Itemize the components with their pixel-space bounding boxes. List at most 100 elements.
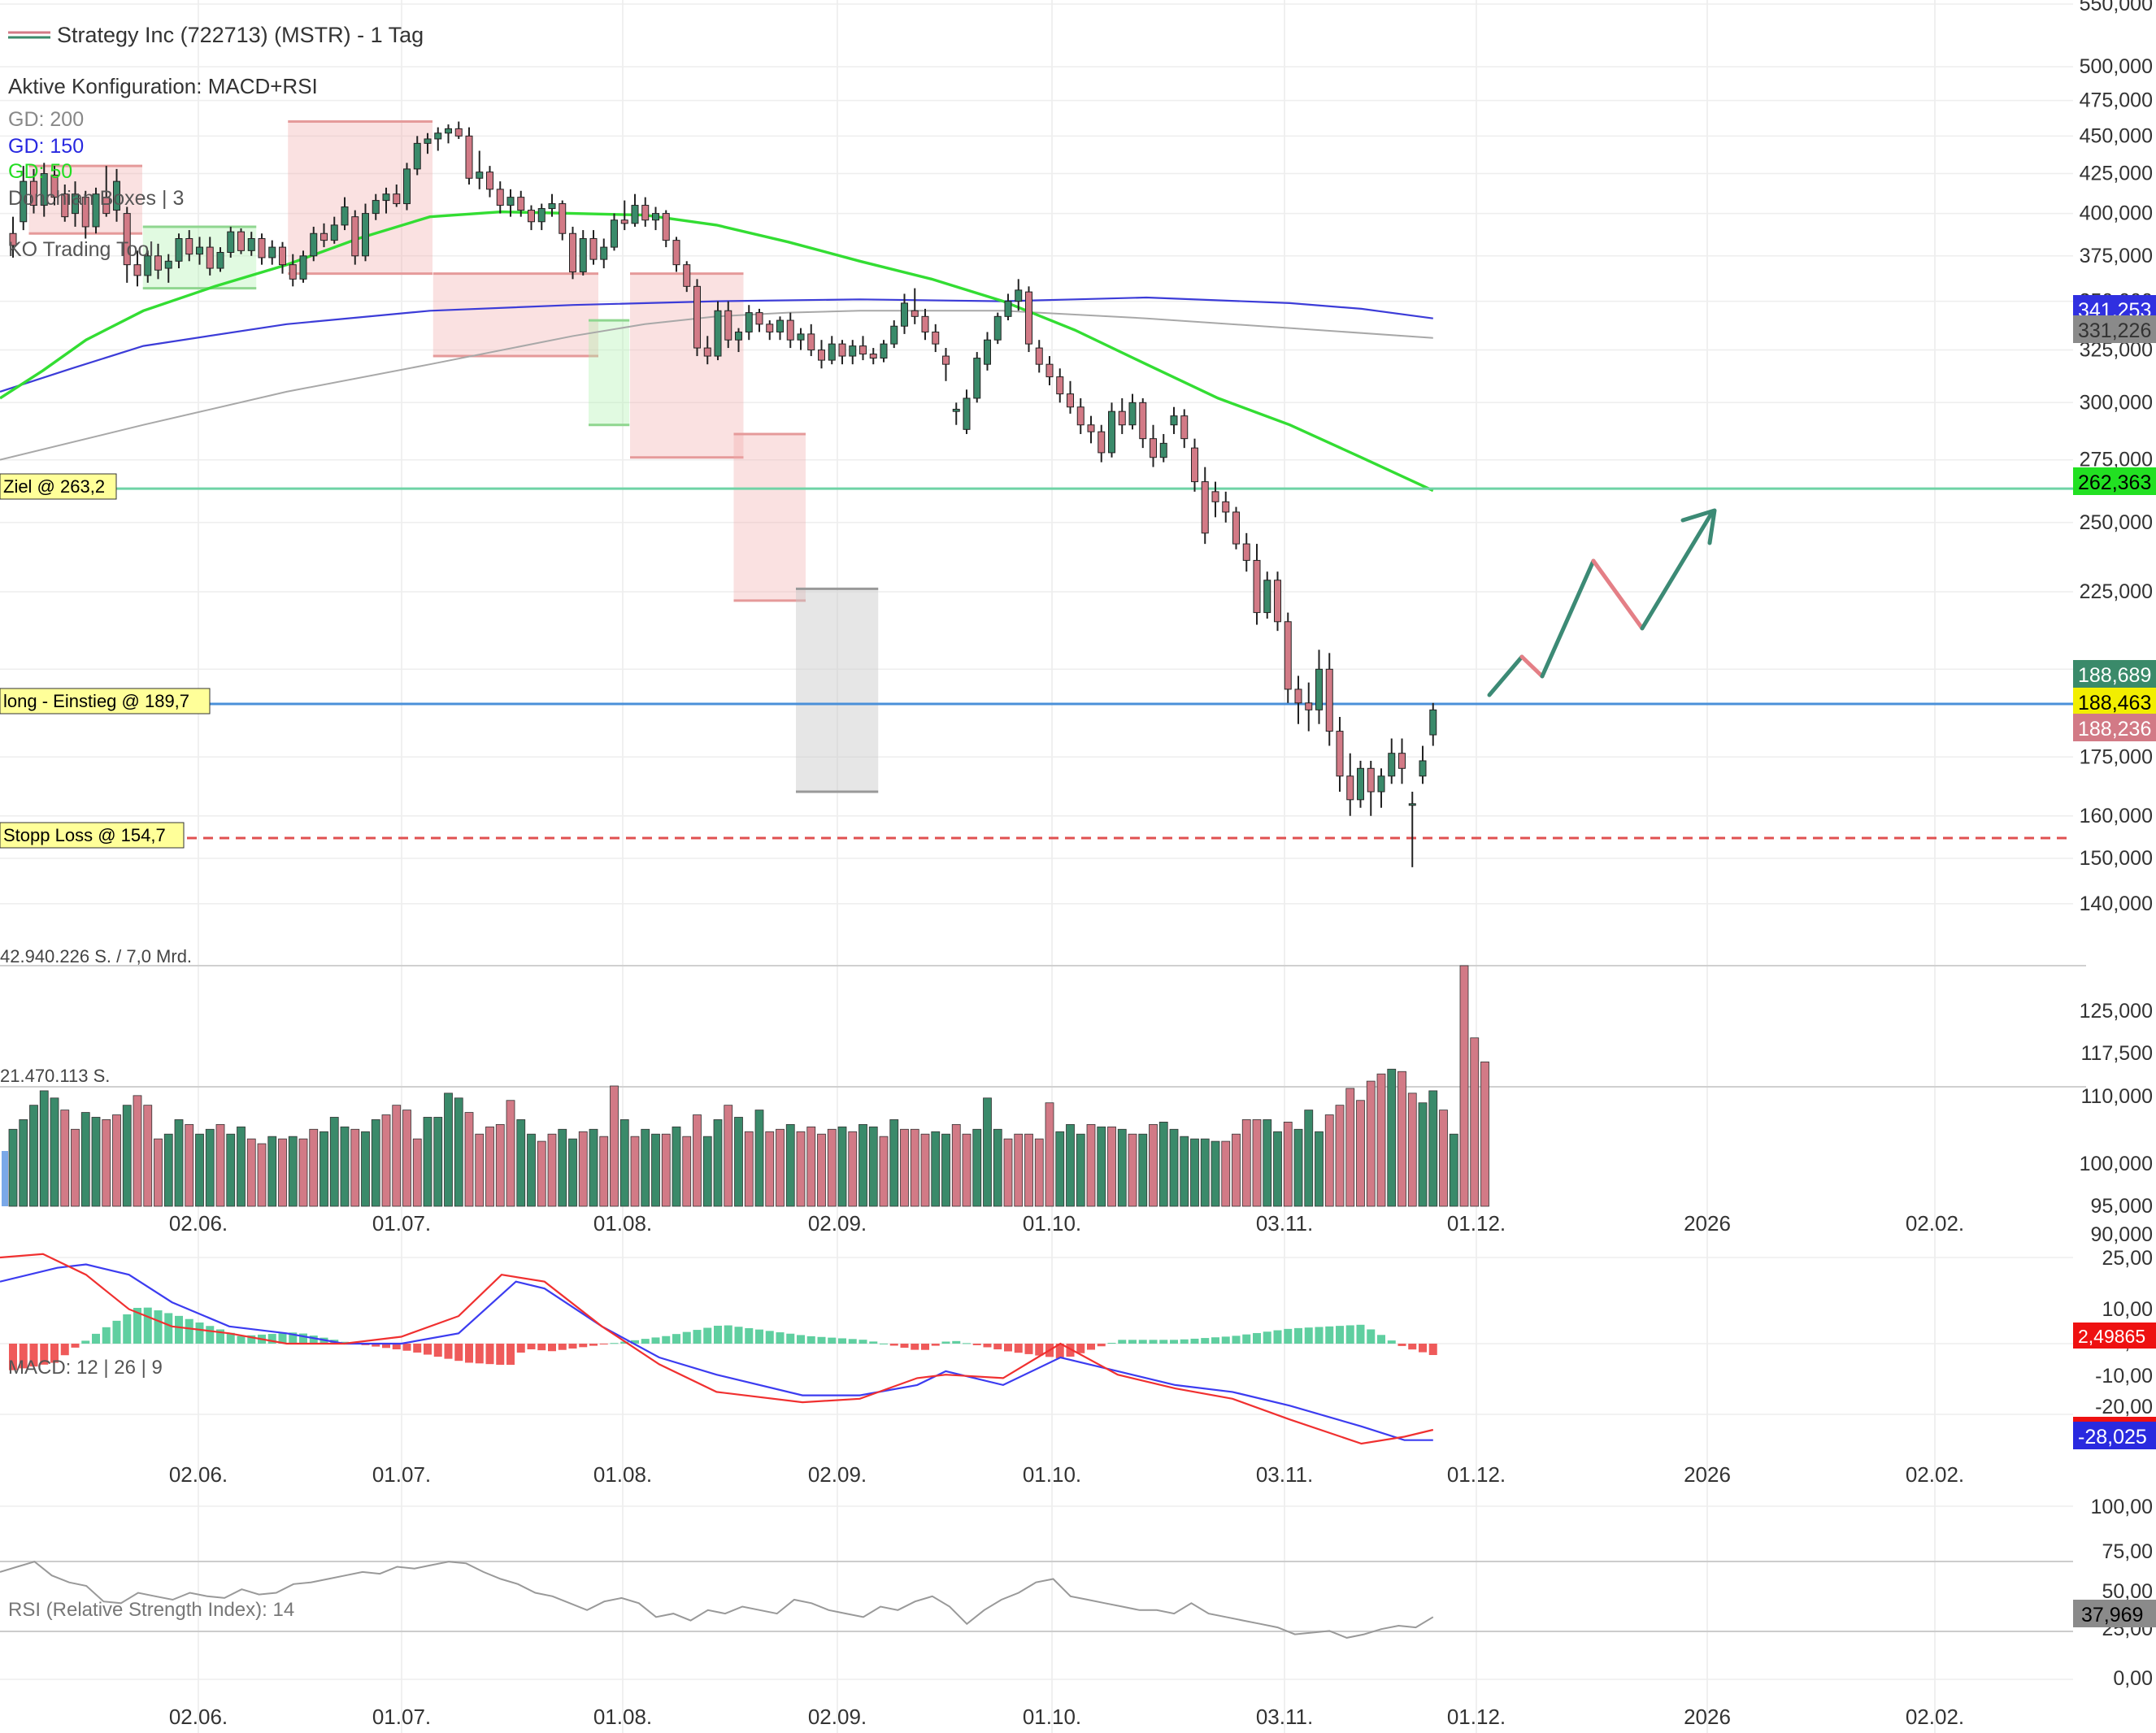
candle-down [528,210,535,223]
volume-bar-up [837,1126,847,1207]
volume-bar-down [1128,1133,1137,1207]
macd-hist-pos [1190,1338,1199,1344]
macd-hist-neg [993,1344,1002,1350]
macd-hist-neg [19,1344,28,1369]
candle-up [72,193,79,215]
candle-down [1294,688,1302,704]
volume-bar-down [257,1143,267,1207]
forecast-segment [1591,558,1645,631]
macd-hist-pos [828,1337,837,1344]
macd-hist-pos [734,1327,743,1344]
macd-hist-pos [289,1332,298,1344]
candle-up [1159,442,1167,458]
candle-down [818,350,825,361]
volume-bar-down [1283,1122,1293,1207]
macd-hist-neg [558,1344,567,1350]
grid-lines [0,0,2086,1733]
volume-bar-down [578,1131,588,1207]
volume-tick-label: 100,000 [2080,1153,2153,1175]
candle-down [237,231,245,251]
date-tick-label: 02.09. [808,1211,867,1236]
candle-up [268,246,276,258]
macd-hist-pos [693,1330,702,1344]
volume-bar-down [796,1131,806,1207]
macd-hist-pos [1253,1332,1261,1344]
candle-down [9,232,17,246]
macd-hist-pos [216,1329,224,1344]
date-tick-label: 02.02. [1906,1462,1964,1487]
candle-up [963,397,971,430]
candle-down [1180,415,1189,440]
candle-down [1025,291,1032,345]
date-tick-label: 02.06. [169,1211,228,1236]
forecast-segment [1519,654,1545,679]
price-tick-label: 160,000 [2080,805,2153,827]
volume-bar-down [1241,1119,1251,1207]
macd-hist-neg [516,1344,525,1353]
macd-hist-neg [29,1344,38,1367]
volume-bar-down [402,1110,411,1207]
volume-bar-up [568,1138,577,1207]
macd-hist-pos [1138,1340,1147,1344]
candle-up [611,219,618,248]
volume-bar-up [122,1105,132,1207]
volume-tick-label: 117,500 [2080,1042,2153,1065]
candle-down [932,331,940,345]
price-badge [2073,688,2156,715]
macd-hist-neg [579,1344,588,1348]
volume-bar-up [329,1117,339,1207]
candle-down [1118,410,1126,426]
rsi-badge: 37,969 [2073,1600,2156,1627]
candle-up [952,408,960,412]
volume-bar-up [972,1128,982,1207]
macd-hist-pos [1367,1329,1376,1344]
candle-down [1398,753,1406,769]
macd-hist-pos [806,1336,815,1344]
volume-bar-down [661,1133,671,1207]
volume-bar-up [39,1090,49,1207]
macd-hist-neg [444,1344,453,1359]
forecast-arrowhead [1680,508,1717,545]
volume-bar-down [693,1114,702,1207]
stop-label: Stopp Loss @ 154,7 [0,822,185,849]
macd-hist-pos [776,1332,785,1344]
volume-bar-up [983,1097,992,1207]
volume-bar-up [516,1119,526,1207]
volume-bar-down [506,1100,515,1207]
date-tick-label: 01.07. [372,1705,431,1729]
candle-down [1232,511,1240,545]
macd-hist-neg [454,1344,463,1362]
gd50-legend: GD: 50 [8,160,72,183]
date-tick-label: 01.12. [1447,1211,1506,1236]
candle-up [1315,668,1323,710]
volume-bar-up [29,1105,38,1207]
rsi-label: RSI (Relative Strength Index): 14 [8,1599,294,1621]
candle-up [1263,580,1271,614]
volume-bar-up [589,1128,598,1207]
volume-bar-down [412,1138,422,1207]
macd-hist-neg [900,1344,909,1349]
macd-tick-label: -20,00 [2095,1396,2153,1418]
gd150-legend: GD: 150 [8,135,84,158]
macd-hist-pos [1315,1327,1324,1344]
volume-bar-up [205,1128,215,1207]
volume-bar-down [1366,1080,1376,1207]
macd-hist-pos [1242,1334,1251,1344]
volume-bar-down [1335,1105,1345,1207]
candle-up [310,232,318,257]
macd-panel [0,1253,1437,1445]
candle-down [496,189,504,206]
macd-hist-neg [1035,1344,1044,1356]
candle-up [1108,410,1115,454]
macd-hist-neg [506,1344,515,1366]
candle-up [1419,760,1427,777]
price-tick-label: 250,000 [2080,511,2153,534]
candle-down [766,324,774,332]
volume-bar-up [174,1119,184,1207]
volume-bar-up [1200,1138,1210,1207]
macd-hist-pos [1325,1326,1334,1344]
date-tick-label: 03.11. [1256,1211,1313,1236]
macd-hist-neg [485,1344,494,1365]
volume-bar-up [651,1133,660,1207]
volume-bar-down [485,1126,494,1207]
